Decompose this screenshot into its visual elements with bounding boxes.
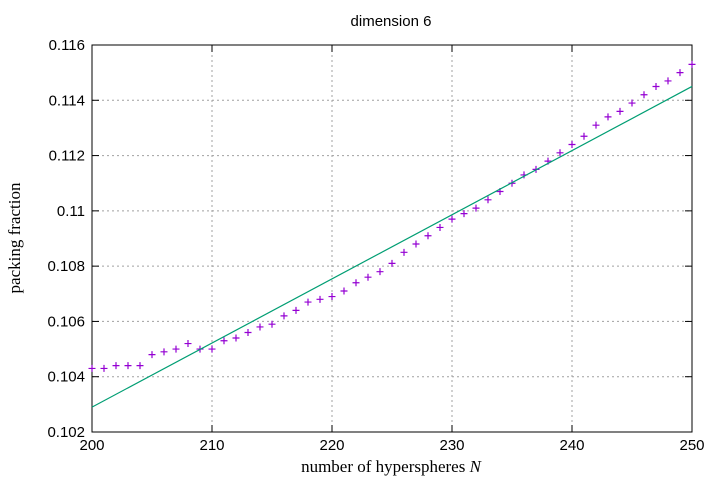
data-point [256,323,264,331]
data-point [244,328,252,336]
y-axis-label: packing fraction [5,182,24,293]
data-point [400,248,408,256]
data-point [472,204,480,212]
data-point [556,149,564,157]
data-point [160,348,168,356]
data-point [328,293,336,301]
data-point [604,113,612,121]
data-point [592,121,600,129]
y-tick-labels: 0.102 0.104 0.106 0.108 0.11 0.112 0.114 0.116 [47,37,85,441]
x-tick-label: 250 [679,437,704,454]
data-point [376,268,384,276]
data-point [220,337,228,345]
data-point [580,132,588,140]
data-point [616,107,624,115]
x-tick-labels: 200 210 220 230 240 250 [79,437,704,454]
x-tick-label: 210 [199,437,224,454]
y-tick-label: 0.104 [47,369,85,386]
x-axis-label: number of hyperspheres N [301,457,483,476]
tick-marks [91,44,693,433]
data-point [292,306,300,314]
data-point [364,273,372,281]
x-tick-label: 220 [319,437,344,454]
data-point [232,334,240,342]
data-point [628,99,636,107]
data-point [184,340,192,348]
data-point [352,279,360,287]
x-tick-label: 240 [559,437,584,454]
data-point [304,298,312,306]
fit-line [91,85,693,408]
data-point [136,362,144,370]
chart-title: dimension 6 [351,13,432,30]
grid-lines [92,45,692,432]
data-point [208,345,216,353]
data-point [448,215,456,223]
x-tick-label: 230 [439,437,464,454]
data-point [412,240,420,248]
data-point [280,312,288,320]
y-tick-label: 0.114 [49,92,85,109]
data-point [460,210,468,218]
data-point [388,259,396,267]
x-tick-label: 200 [79,437,104,454]
data-point [172,345,180,353]
x-axis-label-text: number of hyperspheres [301,457,470,476]
y-tick-label: 0.102 [47,424,85,441]
data-point [316,295,324,303]
data-point [568,141,576,149]
y-tick-label: 0.106 [47,313,85,330]
plot-frame [91,44,693,433]
y-tick-label: 0.108 [47,258,85,275]
data-point [676,69,684,77]
data-point [640,91,648,99]
y-tick-label: 0.112 [49,148,85,165]
x-axis-label-variable: N [469,457,483,476]
y-tick-label: 0.11 [57,203,85,220]
y-tick-label: 0.116 [49,37,85,54]
data-point [124,362,132,370]
data-point [268,320,276,328]
data-point [88,364,96,372]
data-point [652,82,660,90]
data-point [148,351,156,359]
data-point [436,223,444,231]
data-point [424,232,432,240]
data-point [112,362,120,370]
data-point [484,196,492,204]
data-point [664,77,672,85]
data-point [340,287,348,295]
data-point [100,364,108,372]
data-point [688,60,696,68]
data-series [88,60,696,408]
